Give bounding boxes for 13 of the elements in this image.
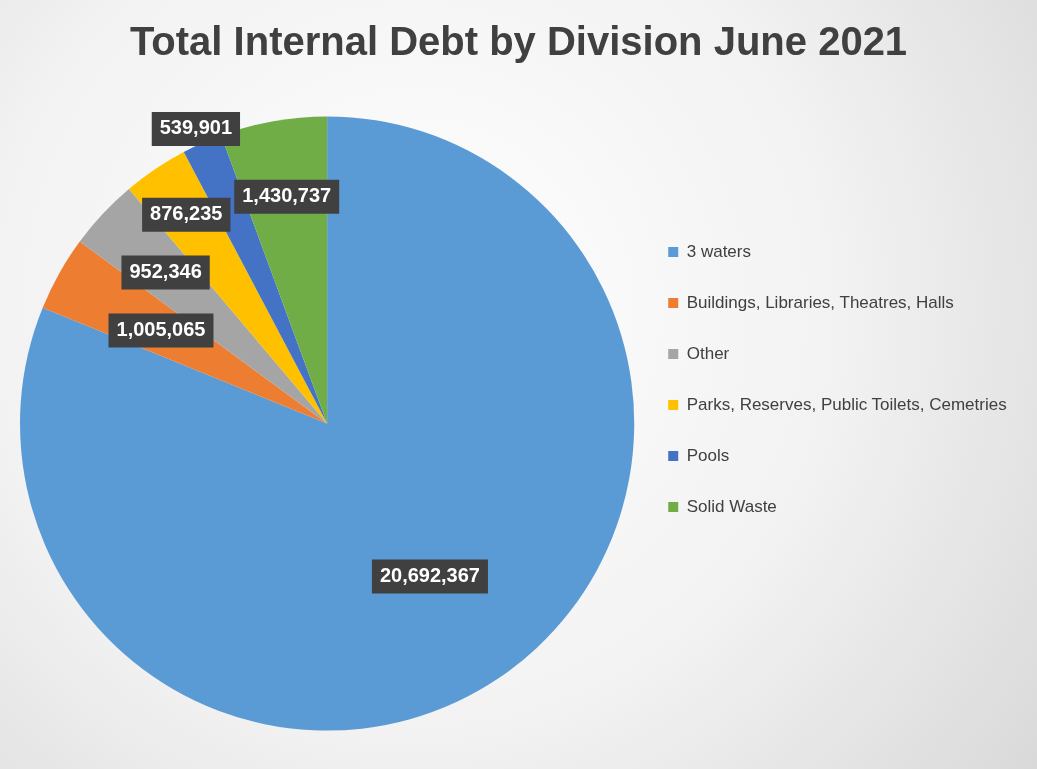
data-label: 952,346 <box>129 259 202 282</box>
legend-label: Parks, Reserves, Public Toilets, Cemetries <box>686 394 1007 414</box>
chart-title: Total Internal Debt by Division June 2021 <box>129 19 908 64</box>
data-label: 876,235 <box>150 202 223 225</box>
legend-label: Buildings, Libraries, Theatres, Halls <box>686 292 954 312</box>
legend-label: 3 waters <box>686 241 751 261</box>
data-label: 20,692,367 <box>379 563 480 586</box>
data-label: 539,901 <box>159 116 233 139</box>
data-label: 1,005,065 <box>116 317 206 340</box>
legend-label: Solid Waste <box>686 496 777 516</box>
data-label: 1,430,737 <box>242 184 332 207</box>
legend-label: Other <box>686 343 730 363</box>
legend-label: Pools <box>686 445 730 465</box>
